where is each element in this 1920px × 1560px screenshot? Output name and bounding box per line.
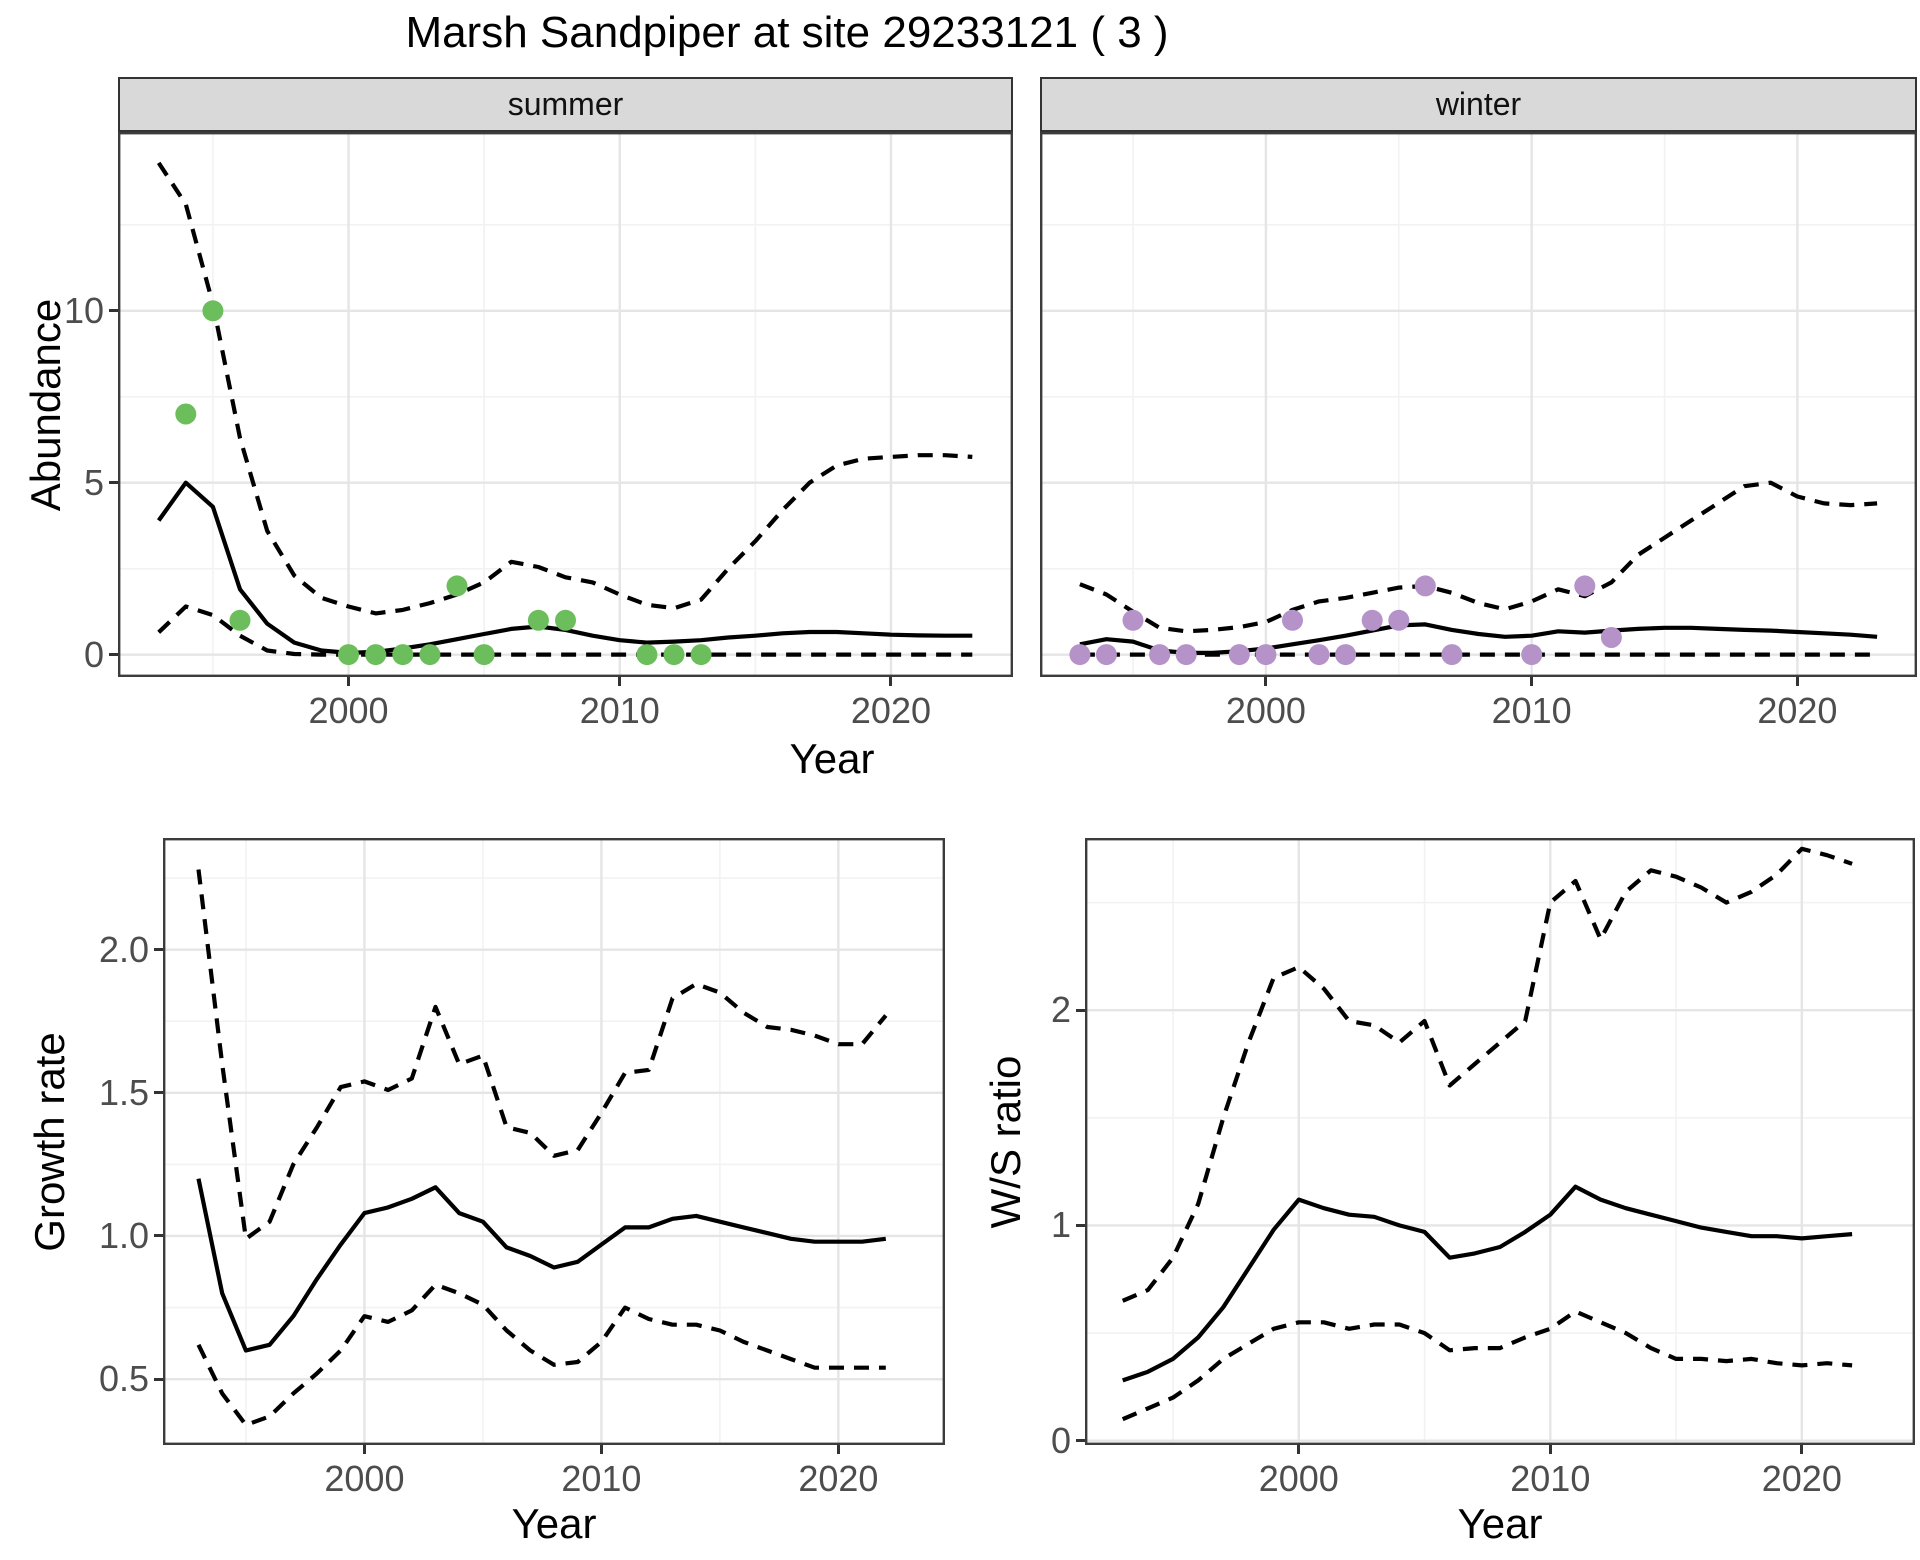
y-tick-mark [154,1377,163,1381]
ws-ratio-axis-title: W/S ratio [982,1055,1029,1229]
series-upper_ci [1121,846,1853,1303]
observed-counts-winter [1335,644,1357,666]
series-fit [1122,1184,1853,1383]
observed-counts-winter [1282,609,1303,631]
x-tick-mark [1297,1445,1301,1454]
facet-strip-winter-label: winter [1435,86,1522,122]
series-fit [196,1178,887,1353]
y-tick-mark [1076,1439,1085,1443]
x-tick-label: 2020 [1761,1458,1842,1499]
x-tick-label: 2000 [1225,690,1306,731]
y-tick-label: 0 [83,633,104,675]
observed-counts-winter [1388,609,1410,631]
x-tick-mark [836,1445,840,1454]
year-axis-title-growth: Year [511,1500,597,1547]
observed-counts-winter [1600,627,1622,648]
year-axis-title-top: Year [789,735,875,782]
series-upper_ci [196,869,888,1241]
panel-ws-ratio [1085,838,1915,1445]
observed-counts-summer [636,644,658,666]
observed-counts-summer [419,644,441,666]
y-tick-label: 10 [63,289,104,331]
y-tick-mark [1076,1008,1085,1012]
page-title: Marsh Sandpiper at site 29233121 ( 3 ) [405,8,1169,57]
observed-counts-winter [1255,644,1277,666]
series-lower_ci [196,1282,886,1428]
y-tick-mark [109,481,118,485]
x-tick-mark [1530,677,1534,686]
observed-counts-winter [1149,644,1171,666]
y-tick-label: 2 [1050,989,1071,1031]
observed-counts-summer [229,609,251,631]
facet-strip-summer-label: summer [507,86,624,122]
x-tick-label: 2000 [1258,1458,1339,1499]
observed-counts-winter [1361,609,1383,631]
x-tick-mark [618,677,622,686]
observed-counts-summer [663,644,685,666]
observed-counts-winter [1574,575,1596,597]
x-tick-label: 2010 [561,1458,642,1499]
observed-counts-summer [392,644,414,666]
year-axis-title-ws: Year [1457,1500,1543,1547]
x-tick-label: 2000 [324,1458,405,1499]
observed-counts-summer [175,403,197,425]
x-tick-label: 2010 [1510,1458,1591,1499]
x-tick-label: 2020 [798,1458,879,1499]
facet-strip-summer: summer [118,77,1013,132]
x-tick-mark [1800,1445,1804,1454]
observed-counts-winter [1521,644,1543,666]
panel-abundance-winter [1040,132,1917,677]
y-tick-label: 2.0 [98,928,149,970]
observed-counts-winter [1122,609,1144,631]
observed-counts-summer [338,644,359,666]
x-tick-mark [1795,677,1799,686]
y-tick-label: 0.5 [98,1358,149,1400]
x-tick-mark [889,677,893,686]
y-tick-mark [154,1234,163,1238]
observed-counts-winter [1228,644,1250,666]
observed-counts-summer [690,644,712,666]
series-upper_ci [1079,480,1878,634]
x-tick-label: 2000 [308,690,389,731]
y-tick-mark [109,653,118,657]
panel-abundance-summer [118,132,1013,677]
facet-strip-winter: winter [1040,77,1917,132]
x-tick-label: 2020 [850,690,931,731]
observed-counts-summer [555,609,576,631]
y-tick-label: 0 [1050,1419,1071,1461]
y-tick-mark [109,309,118,313]
series-lower_ci [1121,1309,1853,1422]
y-tick-mark [154,1091,163,1095]
panel-growth-rate [163,838,945,1445]
x-tick-mark [347,677,351,686]
y-tick-label: 1.0 [98,1214,149,1256]
x-tick-mark [1264,677,1268,686]
series-lower_ci [157,604,973,657]
series-upper_ci [156,161,973,616]
x-tick-mark [362,1445,366,1454]
observed-counts-winter [1069,644,1091,666]
y-tick-mark [1076,1223,1085,1227]
x-tick-mark [599,1445,603,1454]
x-tick-label: 2020 [1757,690,1838,731]
observed-counts-summer [446,575,468,597]
observed-counts-summer [202,300,224,322]
x-tick-mark [1548,1445,1552,1454]
y-tick-mark [154,948,163,952]
observed-counts-winter [1414,575,1436,597]
observed-counts-summer [473,644,495,666]
observed-counts-summer [527,609,549,631]
observed-counts-winter [1095,644,1117,666]
observed-counts-winter [1308,644,1330,666]
observed-counts-winter [1175,644,1197,666]
x-tick-label: 2010 [1491,690,1572,731]
observed-counts-summer [365,644,387,666]
y-tick-label: 1 [1050,1204,1071,1246]
y-tick-label: 5 [83,461,104,503]
x-tick-label: 2010 [579,690,660,731]
observed-counts-winter [1441,644,1463,666]
y-tick-label: 1.5 [98,1071,149,1113]
